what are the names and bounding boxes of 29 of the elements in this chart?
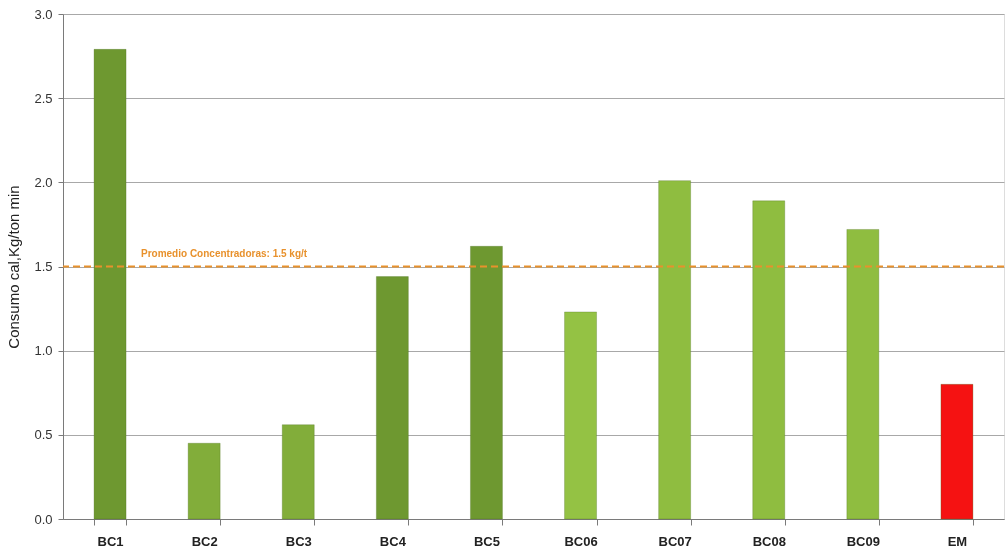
x-tick-label: BC06 <box>564 533 598 549</box>
y-axis-title: Consumo cal,Kg/ton min <box>5 185 23 349</box>
bar <box>93 49 127 520</box>
y-tick-label: 3.0 <box>34 6 53 22</box>
bar <box>281 424 315 520</box>
y-tick-label: 1.5 <box>34 259 53 274</box>
x-tick-label: EM <box>947 533 968 549</box>
x-tick-label: BC3 <box>285 533 312 549</box>
bar <box>752 200 786 520</box>
bar <box>940 384 974 520</box>
bar <box>376 276 409 520</box>
bar <box>187 442 221 520</box>
ref-line-label: Promedio Concentradoras: 1.5 kg/t <box>141 247 308 259</box>
x-tick-label: BC07 <box>658 533 692 549</box>
y-tick-label: 2.0 <box>34 174 53 190</box>
bar <box>564 311 597 520</box>
x-tick-label: BC2 <box>191 533 218 549</box>
y-tick-label: 0.5 <box>34 427 53 443</box>
bar <box>470 246 503 520</box>
y-tick-label: 0.0 <box>34 511 53 527</box>
bar <box>846 229 880 520</box>
x-tick-label: BC09 <box>846 533 880 549</box>
x-tick-label: BC4 <box>379 533 407 549</box>
x-tick-label: BC08 <box>752 533 786 549</box>
bar <box>658 180 691 520</box>
y-tick-label: 2.5 <box>34 90 53 106</box>
y-tick-label: 1.0 <box>34 343 53 359</box>
x-tick-label: BC1 <box>97 533 124 549</box>
x-tick-label: BC5 <box>473 533 500 549</box>
